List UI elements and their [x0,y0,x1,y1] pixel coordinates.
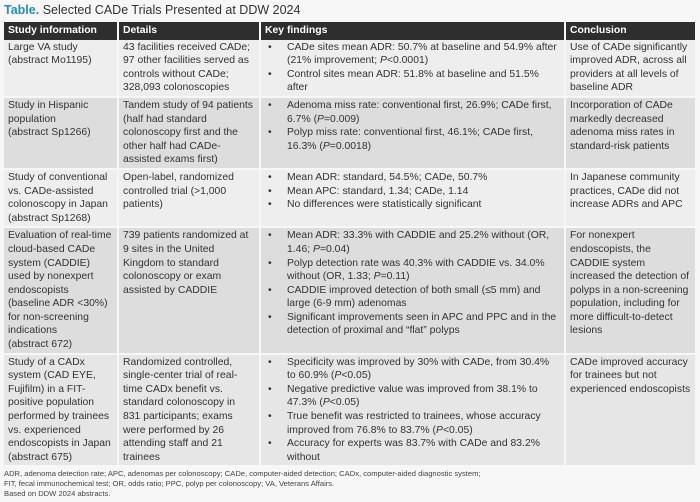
footnotes: ADR, adenoma detection rate; APC, adenom… [4,469,696,498]
study-name: Study of conventional vs. CADe-assisted … [8,171,108,211]
table-header-row: Study information Details Key findings C… [4,22,697,40]
details-cell: Randomized controlled, single-center tri… [118,353,261,468]
abstract-id: (abstract 672) [8,339,73,351]
col-header-study: Study information [4,22,119,40]
study-info-cell: Large VA study (abstract Mo1195) [4,39,119,98]
table-row: Large VA study (abstract Mo1195) 43 facili… [4,39,697,98]
abstract-id: (abstract 675) [8,451,73,463]
study-name: Study in Hispanic population [8,99,89,125]
findings-list: CADe sites mean ADR: 50.7% at baseline a… [265,41,560,95]
finding-item: Mean ADR: standard, 54.5%; CADe, 50.7% [265,171,560,185]
finding-item: Control sites mean ADR: 51.8% at baselin… [265,68,560,95]
finding-item: Significant improvements seen in APC and… [265,311,560,338]
caption-text: Selected CADe Trials Presented at DDW 20… [42,3,301,17]
study-name: Evaluation of real-time cloud-based CADe… [8,230,112,337]
finding-item: CADDIE improved detection of both small … [265,284,560,311]
findings-cell: Adenoma miss rate: conventional first, 2… [260,96,566,170]
footnote-abbrev-2: FIT, fecal immunochemical test; OR, odds… [4,479,335,488]
findings-list: Mean ADR: 33.3% with CADDIE and 25.2% wi… [265,229,560,338]
footnote-abbrev-1: ADR, adenoma detection rate; APC, adenom… [4,469,481,479]
finding-item: Polyp detection rate was 40.3% with CADD… [265,257,560,284]
study-name: Large VA study [8,41,78,53]
footnote-source: Based on DDW 2024 abstracts. [4,488,111,498]
details-cell: Tandem study of 94 patients (half had st… [118,96,261,170]
conclusion-cell: CADe improved accuracy for trainees but … [565,353,697,468]
table-caption: Table. Selected CADe Trials Presented at… [4,3,696,18]
details-cell: 43 facilities received CADe; 97 other fa… [118,39,261,98]
col-header-conclusion: Conclusion [565,22,697,40]
findings-list: Specificity was improved by 30% with CAD… [265,356,560,465]
table-row: Study of a CADx system (CAD EYE, Fujifil… [4,353,697,468]
finding-item: True benefit was restricted to trainees,… [265,410,560,437]
table-row: Evaluation of real-time cloud-based CADe… [4,227,697,355]
details-cell: 739 patients randomized at 9 sites in th… [118,227,261,355]
finding-item: Negative predictive value was improved f… [265,383,560,410]
table-row: Study in Hispanic population (abstract Sp… [4,96,697,170]
conclusion-cell: Use of CADe significantly improved ADR, … [565,39,697,98]
study-info-cell: Evaluation of real-time cloud-based CADe… [4,227,119,355]
finding-item: Mean APC: standard, 1.34; CADe, 1.14 [265,185,560,199]
findings-cell: Mean ADR: 33.3% with CADDIE and 25.2% wi… [260,227,566,355]
conclusion-cell: Incorporation of CADe markedly decreased… [565,96,697,170]
table-row: Study of conventional vs. CADe-assisted … [4,168,697,229]
finding-item: Adenoma miss rate: conventional first, 2… [265,99,560,126]
findings-list: Adenoma miss rate: conventional first, 2… [265,99,560,153]
findings-cell: Mean ADR: standard, 54.5%; CADe, 50.7%Me… [260,168,566,229]
abstract-id: (abstract Sp1268) [8,212,91,224]
cade-trials-table: Study information Details Key findings C… [4,22,697,468]
finding-item: No differences were statistically signif… [265,198,560,212]
study-info-cell: Study in Hispanic population (abstract Sp… [4,96,119,170]
study-name: Study of a CADx system (CAD EYE, Fujifil… [8,356,111,450]
conclusion-cell: In Japanese community practices, CADe di… [565,168,697,229]
table-body: Large VA study (abstract Mo1195) 43 facili… [4,39,697,468]
findings-cell: Specificity was improved by 30% with CAD… [260,353,566,468]
abstract-id: (abstract Mo1195) [8,55,92,67]
findings-cell: CADe sites mean ADR: 50.7% at baseline a… [260,39,566,98]
finding-item: Specificity was improved by 30% with CAD… [265,356,560,383]
finding-item: CADe sites mean ADR: 50.7% at baseline a… [265,41,560,68]
finding-item: Mean ADR: 33.3% with CADDIE and 25.2% wi… [265,229,560,256]
study-info-cell: Study of a CADx system (CAD EYE, Fujifil… [4,353,119,468]
finding-item: Accuracy for experts was 83.7% with CADe… [265,437,560,464]
caption-label: Table. [4,3,40,17]
details-cell: Open-label, randomized controlled trial … [118,168,261,229]
findings-list: Mean ADR: standard, 54.5%; CADe, 50.7%Me… [265,171,560,212]
study-info-cell: Study of conventional vs. CADe-assisted … [4,168,119,229]
col-header-findings: Key findings [260,22,566,40]
col-header-details: Details [118,22,261,40]
finding-item: Polyp miss rate: conventional first, 46.… [265,126,560,153]
conclusion-cell: For nonexpert endoscopists, the CADDIE s… [565,227,697,355]
abstract-id: (abstract Sp1266) [8,127,91,139]
